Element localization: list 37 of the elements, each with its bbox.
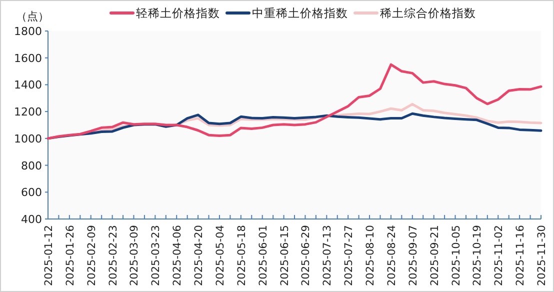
- y-tick-label: 400: [21, 213, 42, 226]
- x-tick-label: 2025-06-29: [300, 225, 312, 286]
- line-series: [46, 63, 542, 140]
- x-tick-label: 2025-08-24: [386, 224, 398, 286]
- x-tick-label: 2025-09-21: [428, 225, 441, 286]
- y-tick-label: 600: [21, 186, 42, 200]
- x-tick-label: 2025-04-06: [172, 224, 184, 286]
- x-tick-label: 2025-03-09: [128, 225, 141, 286]
- y-tick-label: 1200: [14, 106, 42, 119]
- x-tick-label: 2025-04-20: [193, 225, 206, 286]
- x-tick-label: 2025-01-12: [43, 225, 55, 286]
- y-tick-label: 800: [21, 159, 42, 172]
- x-tick-label: 2025-11-16: [514, 224, 527, 286]
- x-tick-label: 2025-10-19: [472, 225, 484, 286]
- x-tick-label: 2025-01-26: [64, 224, 76, 286]
- x-tick-label: 2025-07-13: [322, 225, 334, 286]
- x-tick-label: 2025-07-27: [343, 225, 356, 286]
- legend-label: 轻稀土价格指数: [136, 6, 220, 20]
- x-tick-label: 2025-02-09: [86, 225, 98, 286]
- y-tick-label: 1600: [14, 52, 42, 65]
- x-tick-label: 2025-11-30: [536, 225, 548, 286]
- x-tick-label: 2025-06-15: [278, 225, 291, 286]
- x-tick-label: 2025-05-18: [236, 225, 248, 286]
- y-tick-label: 1000: [14, 132, 42, 146]
- x-tick-label: 2025-10-05: [450, 225, 462, 286]
- legend-label: 中重稀土价格指数: [252, 6, 348, 20]
- legend-label: 稀土综合价格指数: [380, 6, 476, 20]
- x-tick-label: 2025-11-02: [493, 225, 506, 286]
- x-tick-label: 2025-06-01: [257, 225, 270, 286]
- x-tick-label: 2025-05-04: [214, 224, 226, 286]
- x-tick-label: 2025-09-07: [407, 225, 420, 286]
- x-tick-label: 2025-03-23: [150, 225, 162, 286]
- y-tick-label: 1800: [14, 25, 42, 38]
- y-axis-title: （点）: [16, 10, 49, 23]
- x-tick-label: 2025-02-23: [107, 225, 120, 286]
- x-tick-label: 2025-08-10: [364, 225, 377, 286]
- y-tick-label: 1400: [14, 78, 42, 92]
